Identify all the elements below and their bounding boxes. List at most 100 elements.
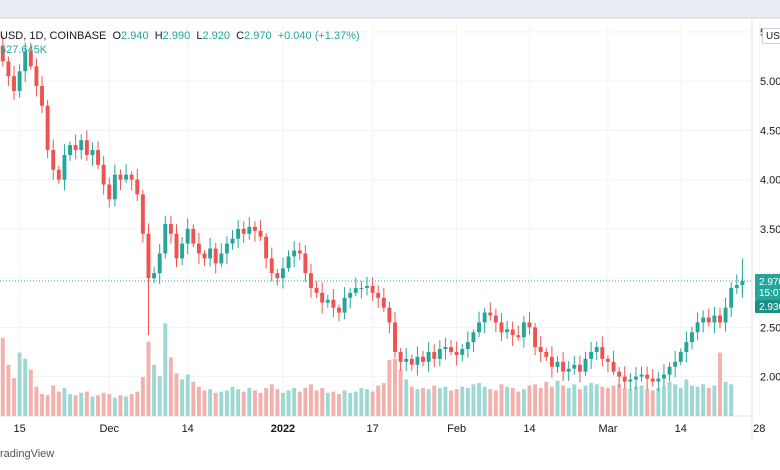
volume-bar [17,352,22,416]
candle-body [140,194,145,234]
candle-body [152,273,157,279]
x-tick-label: Dec [99,423,119,435]
volume-bar [460,386,465,416]
volume-bar [12,378,16,416]
volume-bar [633,386,638,416]
candle-body [230,238,235,244]
volume-bar [516,391,521,416]
candle-body [252,226,257,231]
candle-body [157,253,162,274]
volume-bar [667,381,672,416]
candle-body [40,86,44,106]
volume-bar [381,383,386,416]
candles [0,35,745,392]
volume-bar [404,379,409,416]
currency-button[interactable]: US [762,28,780,44]
symbol-header: USD, 1D, COINBASE O2.940 H2.990 L2.920 C… [0,30,360,42]
candle-body [454,351,459,355]
volume-bar [521,389,526,416]
change-value: +0.040 (+1.37%) [277,30,360,42]
candle-body [331,299,336,308]
candle-body [611,361,616,372]
low-value: 2.920 [202,30,230,42]
candle-body [286,256,291,269]
candle-body [90,150,95,155]
y-tick-label: 3.500 [760,224,780,236]
volume-bar [208,389,213,416]
volume-bar [533,384,538,416]
candle-body [471,332,476,343]
candle-body [488,312,493,316]
candle-body [505,329,510,333]
candle-body [236,228,241,239]
volume-bar [286,390,291,416]
candle-body [359,287,364,289]
candle-body [163,223,168,254]
volume-bar [538,387,543,416]
candle-body [521,322,526,338]
volume-bar [577,389,582,416]
candle-body [409,358,414,365]
candle-body [353,287,358,293]
volume-bar [331,391,336,416]
candle-body [729,287,734,308]
candle-body [499,322,504,333]
candle-body [712,315,717,323]
volume-bar [432,385,437,416]
candle-body [118,174,123,180]
volume-bar [325,392,330,416]
volume-bar [269,384,274,416]
volume-bar [118,395,123,416]
x-tick-label: 14 [523,423,535,435]
candle-body [443,347,448,350]
candle-body [645,374,650,379]
candle-body [690,332,694,343]
volume-bar [561,385,566,416]
volume-bar [219,391,224,416]
candle-body [718,315,722,323]
x-tick-label: 2022 [271,423,295,435]
volume-bar [124,396,129,416]
candle-body [723,307,728,323]
volume-bar [51,385,56,416]
volume-bar [230,386,235,416]
volume-bar [163,323,168,416]
candle-body [437,349,442,359]
volume-bar [437,387,442,416]
candle-body [622,376,627,382]
volume-bar [73,395,78,416]
candle-body [174,233,179,259]
candle-body [370,285,375,293]
volume-bar [661,386,666,416]
volume-bar [213,392,218,416]
candle-body [678,351,683,362]
volume-bar [605,387,610,416]
x-tick-label: Mar [598,423,617,435]
volume-bar [544,381,549,416]
candle-body [280,268,285,279]
candle-body [241,228,246,234]
candle-body [12,76,16,91]
candle-body [734,284,739,288]
candle-body [297,250,302,254]
candle-body [516,335,521,338]
candle-body [577,364,582,372]
tradingview-footer[interactable]: radingView [0,448,55,460]
volume-bar [729,384,734,416]
candle-body [398,351,403,362]
volume-bar [527,385,532,416]
volume-bar [555,380,560,416]
candle-body [185,228,190,244]
y-tick-label: 2.000 [760,372,780,384]
volume-bar [62,387,67,416]
last-price-text: 2.970 [759,277,780,288]
volume-bar [723,381,728,416]
volume-bar [84,391,89,416]
close-label: C [236,30,245,42]
volume-bar [566,387,571,416]
volume-bar [678,387,683,416]
volume-bar [337,394,341,416]
volume-bar [482,386,487,416]
volume-bar [398,369,403,416]
